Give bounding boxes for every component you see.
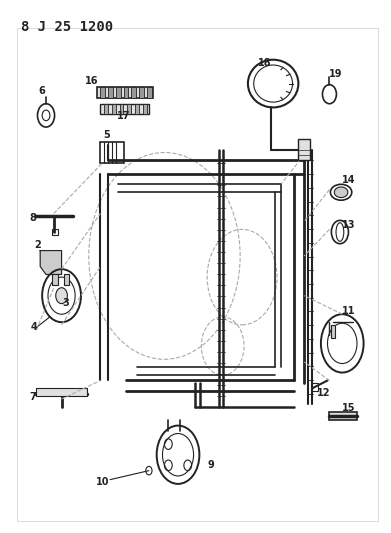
Bar — [135, 104, 139, 114]
Text: 11: 11 — [342, 306, 355, 316]
Bar — [100, 87, 105, 99]
Text: 10: 10 — [95, 477, 109, 487]
Text: 14: 14 — [342, 175, 355, 185]
Ellipse shape — [334, 187, 348, 198]
Bar — [312, 383, 318, 391]
Bar — [100, 104, 149, 114]
Bar — [147, 87, 152, 99]
Text: 12: 12 — [317, 388, 330, 398]
Bar — [52, 229, 58, 235]
Text: 15: 15 — [342, 403, 355, 413]
Text: 18: 18 — [258, 58, 271, 68]
Bar — [36, 389, 87, 397]
Bar — [124, 87, 128, 99]
Text: 9: 9 — [208, 460, 214, 470]
Bar — [100, 142, 124, 163]
Text: 13: 13 — [342, 220, 355, 230]
Bar — [112, 104, 116, 114]
Bar — [331, 325, 335, 338]
Bar — [97, 87, 153, 99]
Text: 7: 7 — [29, 392, 36, 402]
Circle shape — [56, 288, 67, 304]
Polygon shape — [40, 251, 61, 274]
Text: 17: 17 — [117, 111, 131, 121]
Text: 16: 16 — [85, 76, 98, 86]
Text: 6: 6 — [39, 86, 45, 96]
Bar — [116, 87, 120, 99]
Bar — [143, 104, 147, 114]
Bar — [330, 412, 357, 420]
Bar — [63, 274, 69, 285]
Bar — [120, 104, 124, 114]
Bar — [298, 139, 310, 160]
Text: 8: 8 — [30, 213, 37, 223]
Bar — [131, 87, 136, 99]
Bar — [127, 104, 131, 114]
Bar — [52, 274, 58, 285]
Bar — [104, 104, 108, 114]
Text: 5: 5 — [103, 130, 109, 140]
Text: 8 J 25 1200: 8 J 25 1200 — [21, 20, 113, 34]
Text: 3: 3 — [62, 298, 69, 308]
Text: 2: 2 — [34, 240, 41, 250]
Text: 19: 19 — [328, 69, 342, 79]
Bar — [139, 87, 144, 99]
Text: 4: 4 — [31, 322, 38, 332]
Bar — [108, 87, 113, 99]
